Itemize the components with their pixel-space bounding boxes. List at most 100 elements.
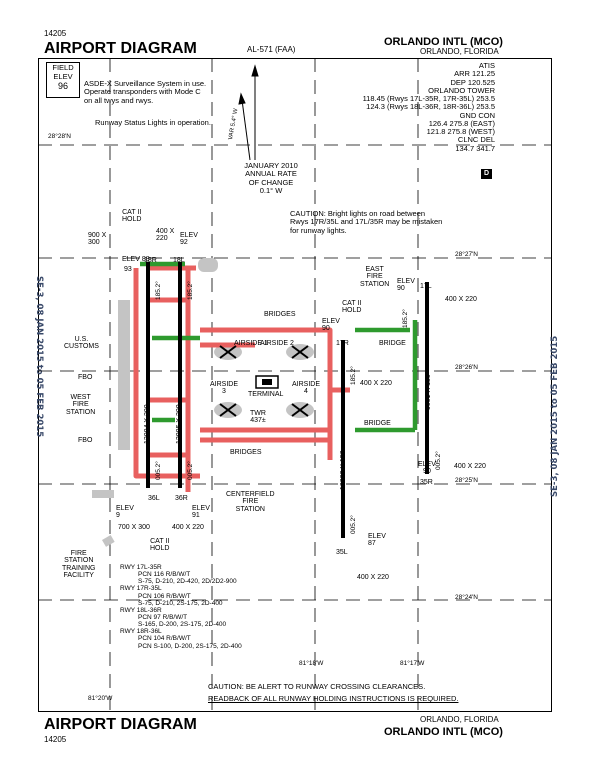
west-apron xyxy=(118,300,130,450)
airside1-building xyxy=(219,345,237,359)
apron-sw xyxy=(92,490,114,498)
rwy-36l-label: 36L xyxy=(148,495,160,502)
tower-label: TWR 437± xyxy=(250,410,266,425)
elev-93: 93 xyxy=(124,266,132,273)
elev-87: ELEV 87 xyxy=(368,533,386,548)
rwy-17r-length: 10000 X 150 xyxy=(340,450,347,490)
lat-label-2824: 28°24'N xyxy=(455,594,478,601)
bridge-east-2: BRIDGE xyxy=(364,420,391,427)
location-bottom: ORLANDO, FLORIDA xyxy=(420,715,499,724)
us-customs: U.S. CUSTOMS xyxy=(64,336,99,351)
fbo-top: FBO xyxy=(78,374,93,381)
rwy-17r-label: 17R xyxy=(336,340,349,347)
lat-label-2827: 28°27'N xyxy=(455,251,478,258)
runways xyxy=(146,262,429,538)
terminal-core xyxy=(262,379,272,385)
procedure-id: AL-571 (FAA) xyxy=(247,45,296,54)
elev-90-ne: ELEV 90 xyxy=(397,278,415,293)
fbo-bottom: FBO xyxy=(78,437,93,444)
bridges-bottom: BRIDGES xyxy=(230,449,262,456)
airside2-label: AIRSIDE 2 xyxy=(260,340,294,347)
dim-400x220-top: 400 X 220 xyxy=(156,228,175,243)
chart-title-top: AIRPORT DIAGRAM xyxy=(44,40,197,57)
east-fire-station: EAST FIRE STATION xyxy=(360,266,390,288)
chart-title-bottom: AIRPORT DIAGRAM xyxy=(44,716,197,733)
centerfield-fire-station: CENTERFIELD FIRE STATION xyxy=(226,491,275,513)
apron-sw-2 xyxy=(102,535,115,547)
rwy-36l-heading: 005.2° xyxy=(154,461,162,480)
variation-label: VAR 5.4° W xyxy=(228,108,239,141)
caution-crossing: CAUTION: BE ALERT TO RUNWAY CROSSING CLE… xyxy=(208,682,426,691)
fire-training-facility: FIRE STATION TRAINING FACILITY xyxy=(62,550,96,580)
field-elev-value: 96 xyxy=(57,81,68,91)
asde-note: ASDE-X Surveillance System in use. Opera… xyxy=(84,79,207,105)
lat-label-2826: 28°26'N xyxy=(455,364,478,371)
rwy-17r-heading: 185.2° xyxy=(349,366,357,385)
rwy-17l-length: 9001 X 150 xyxy=(425,374,432,410)
rwy-17l-heading: 185.2° xyxy=(401,309,409,328)
elev-88: ELEV 88 xyxy=(122,256,150,263)
pcn-rwy-18r: RWY 18R-36L xyxy=(120,628,162,636)
elev-91: ELEV 91 xyxy=(192,505,210,520)
terminal-label: TERMINAL xyxy=(248,391,284,398)
airside-buildings xyxy=(219,345,309,417)
aprons xyxy=(92,258,314,547)
elev-92: ELEV 92 xyxy=(180,232,198,247)
airport-name-bottom: ORLANDO INTL (MCO) xyxy=(384,726,503,738)
lat-long-grid xyxy=(38,58,552,712)
doc-number-bottom: 14205 xyxy=(44,735,67,744)
long-label-8120: 81°20'W xyxy=(88,695,113,702)
bridge-east-1: BRIDGE xyxy=(379,340,406,347)
dim-400x220-mid: 400 X 220 xyxy=(360,380,392,387)
long-label-8117: 81°17'W xyxy=(400,660,425,667)
lat-label-2825: 28°25'N xyxy=(455,477,478,484)
dim-900x300: 900 X 300 xyxy=(88,232,107,247)
dim-400x220-sw: 400 X 220 xyxy=(172,524,204,531)
rwy-18r-length: 12004 X 200 xyxy=(144,404,151,444)
cat2-hold-top: CAT II HOLD xyxy=(122,209,142,224)
caution-readback: READBACK OF ALL RUNWAY HOLDING INSTRUCTI… xyxy=(208,694,459,703)
airside1-label: AIRSIDE 1 xyxy=(234,340,268,347)
elev-90-mid: ELEV 90 xyxy=(322,318,340,333)
doc-number-top: 14205 xyxy=(44,29,67,38)
airside3-building xyxy=(219,403,237,417)
diagram-frame xyxy=(38,58,552,712)
rwsl-note: Runway Status Lights in operation. xyxy=(95,118,211,127)
dim-400x220-ne: 400 X 220 xyxy=(445,296,477,303)
airside3-label: AIRSIDE 3 xyxy=(210,381,239,396)
elev-9: ELEV 9 xyxy=(116,505,134,520)
pcn-rwy-18l: RWY 18L-36R xyxy=(120,606,162,614)
pcn-block: RWY 17L-35R PCN 116 R/B/W/T S-75, D-210,… xyxy=(120,564,242,650)
airside4-label: AIRSIDE 4 xyxy=(292,381,321,396)
pcn-rwy-17l: RWY 17L-35R xyxy=(120,564,162,571)
rwy-35l-label: 35L xyxy=(336,549,348,556)
rwy-35l-heading: 005.2° xyxy=(349,515,357,534)
dim-400x220-s: 400 X 220 xyxy=(357,574,389,581)
elev-label: ELEV xyxy=(53,72,73,81)
elev-90-se: ELEV 90 xyxy=(418,461,436,476)
taxiway-hotspots-red xyxy=(133,265,350,492)
airport-name-top: ORLANDO INTL (MCO) xyxy=(384,36,503,48)
airside4-building xyxy=(291,403,309,417)
location-top: ORLANDO, FLORIDA xyxy=(420,47,499,56)
rwy-35r-heading: 005.2° xyxy=(434,451,442,470)
pcn-rwy-17r: RWY 17R-35L xyxy=(120,585,162,593)
rwy-18r-label: 18R xyxy=(144,257,157,264)
apron-north xyxy=(198,258,218,272)
cat2-hold-sw: CAT II HOLD xyxy=(150,538,170,553)
variation-change: JANUARY 2010 ANNUAL RATE OF CHANGE 0.1° … xyxy=(244,161,298,195)
airside2-building xyxy=(291,345,309,359)
rwy-18r-heading: 185.2° xyxy=(154,281,162,300)
field-elevation-box: FIELD ELEV 96 xyxy=(46,62,80,98)
bridges-top: BRIDGES xyxy=(264,311,296,318)
west-fire-station: WEST FIRE STATION xyxy=(66,394,96,416)
lat-label-2828: 28°28'N xyxy=(48,133,71,140)
rwy-36r-heading: 005.2° xyxy=(186,461,194,480)
rwy-18l-heading: 185.2° xyxy=(186,281,194,300)
dim-400x220-se: 400 X 220 xyxy=(454,463,486,470)
rwy-35r-label: 35R xyxy=(420,479,433,486)
rwy-18l-length: 12005 X 200 xyxy=(176,404,183,444)
cat2-hold-mid: CAT II HOLD xyxy=(342,300,362,315)
dim-700x300: 700 X 300 xyxy=(118,524,150,531)
